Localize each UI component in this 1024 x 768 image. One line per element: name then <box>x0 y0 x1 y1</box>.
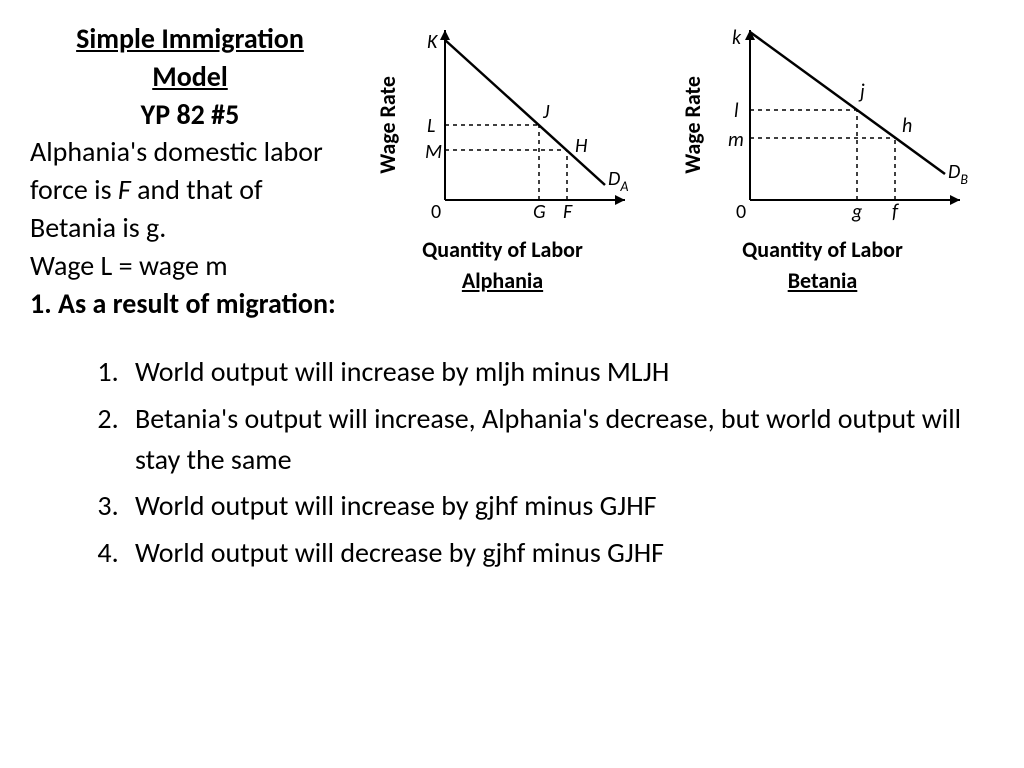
answer-3: World output will increase by gjhf minus… <box>125 486 994 527</box>
p1b: F <box>118 172 131 207</box>
svg-text:DA: DA <box>608 167 628 195</box>
chart-b-inner: Wage Rate 0 DB k lm j h g f <box>675 20 970 230</box>
svg-text:h: h <box>902 114 912 138</box>
svg-text:H: H <box>575 134 588 158</box>
svg-text:L: L <box>427 114 435 138</box>
chart-b-country: Betania <box>788 267 858 294</box>
svg-text:K: K <box>427 30 439 54</box>
chart-a-inner: Wage Rate 0 DA K LM J H GF <box>370 20 635 230</box>
svg-text:j: j <box>858 80 865 104</box>
chart-b-xlabel: Quantity of Labor <box>742 236 903 263</box>
title-line1: Simple Immigration <box>30 20 350 58</box>
chart-a-ylabel: Wage Rate <box>370 72 405 178</box>
svg-text:m: m <box>728 128 744 152</box>
chart-a-country: Alphania <box>462 267 543 294</box>
body-p1: Alphania's domestic labor force is F and… <box>30 133 350 246</box>
title-line2: Model <box>30 58 350 96</box>
answer-list: World output will increase by mljh minus… <box>30 352 994 573</box>
svg-text:G: G <box>533 200 546 224</box>
chart-b-svg: 0 DB k lm j h g f <box>710 20 970 230</box>
svg-text:g: g <box>851 200 863 224</box>
chart-alphania: Wage Rate 0 DA K LM J H GF Quantity of Labor A… <box>370 20 635 322</box>
chart-b-ylabel: Wage Rate <box>675 72 710 178</box>
svg-text:k: k <box>732 26 742 50</box>
svg-text:l: l <box>734 99 739 123</box>
body-p2: Wage L = wage m <box>30 247 350 285</box>
answer-2: Betania's output will increase, Alphania… <box>125 399 994 480</box>
svg-text:F: F <box>563 200 573 224</box>
answer-4: World output will decrease by gjhf minus… <box>125 533 994 574</box>
header-row: Simple Immigration Model YP 82 #5 Alphan… <box>30 20 994 322</box>
svg-text:0: 0 <box>736 200 746 224</box>
svg-text:0: 0 <box>431 200 441 224</box>
subtitle: YP 82 #5 <box>30 96 350 134</box>
charts-container: Wage Rate 0 DA K LM J H GF Quantity of Labor A… <box>350 20 970 322</box>
chart-a-xlabel: Quantity of Labor <box>422 236 583 263</box>
intro-text: Simple Immigration Model YP 82 #5 Alphan… <box>30 20 350 322</box>
svg-text:J: J <box>542 100 550 124</box>
question-1: 1. As a result of migration: <box>30 285 350 323</box>
chart-a-svg: 0 DA K LM J H GF <box>405 20 635 230</box>
answer-1: World output will increase by mljh minus… <box>125 352 994 393</box>
svg-text:DB: DB <box>948 160 968 188</box>
svg-text:M: M <box>425 140 442 164</box>
chart-betania: Wage Rate 0 DB k lm j h g f Quantity of Labor B… <box>675 20 970 322</box>
svg-text:f: f <box>892 200 900 224</box>
